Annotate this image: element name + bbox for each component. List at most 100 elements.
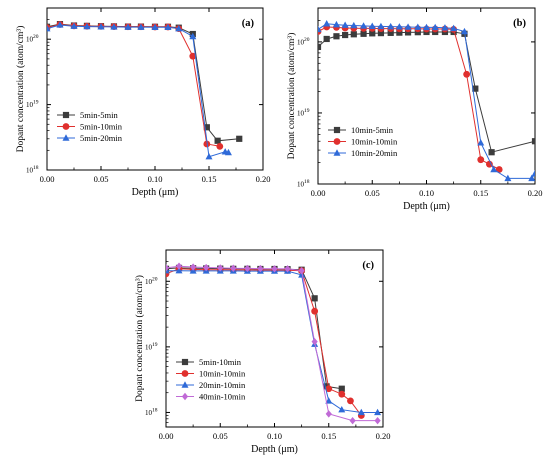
y-tick-label: 10 <box>26 36 34 44</box>
legend-marker <box>181 370 189 377</box>
y-tick-exponent: 19 <box>152 342 158 348</box>
y-tick-exponent: 20 <box>304 37 310 43</box>
data-point <box>244 264 251 273</box>
x-tick-label: 0.00 <box>40 174 55 184</box>
data-point <box>495 166 503 173</box>
legend-marker <box>181 381 189 388</box>
data-point <box>460 27 468 35</box>
legend-label: 5min-10min <box>199 357 242 367</box>
data-point <box>395 23 403 30</box>
legend-marker <box>333 149 341 156</box>
y-tick-exponent: 18 <box>152 407 158 413</box>
x-axis-label: Depth (μm) <box>403 201 450 212</box>
data-point <box>387 29 394 36</box>
legend-label: 5min-20min <box>80 133 123 143</box>
data-point <box>342 31 349 39</box>
data-point <box>338 385 345 392</box>
data-point <box>257 264 264 273</box>
panel-label: (c) <box>362 260 374 271</box>
data-point <box>377 29 385 37</box>
series-line <box>166 267 342 390</box>
data-point <box>360 22 368 29</box>
data-point <box>124 23 132 30</box>
legend-marker <box>181 358 189 366</box>
data-point <box>396 29 403 36</box>
x-tick-label: 0.15 <box>321 431 336 441</box>
data-point <box>347 397 354 405</box>
data-point <box>318 25 322 33</box>
y-tick-label: 10 <box>145 409 153 417</box>
legend-label: 10min-5min <box>351 125 394 135</box>
data-point <box>450 24 458 32</box>
data-point <box>477 156 485 164</box>
legend-marker <box>62 134 70 141</box>
data-point <box>47 24 51 32</box>
panel-label: (b) <box>513 18 526 29</box>
data-point <box>374 416 381 425</box>
y-tick-label: 10 <box>26 101 34 109</box>
series-group <box>166 262 382 425</box>
x-tick-label: 0.05 <box>213 431 228 441</box>
data-point <box>350 21 358 29</box>
data-point <box>323 35 330 43</box>
data-point <box>325 385 333 393</box>
y-tick-exponent: 18 <box>304 179 310 185</box>
x-tick-label: 0.00 <box>159 431 174 441</box>
data-point <box>284 265 291 273</box>
data-point <box>325 397 333 404</box>
legend-marker <box>333 126 341 134</box>
y-axis-label: Dopant concentration (atom/cm³) <box>15 26 26 153</box>
x-axis-label: Depth (μm) <box>132 187 179 198</box>
data-point <box>311 295 318 302</box>
data-point <box>472 85 479 92</box>
data-point <box>216 142 224 150</box>
data-point <box>190 263 197 271</box>
data-point <box>368 22 376 29</box>
data-point <box>318 43 322 51</box>
data-point <box>110 23 118 30</box>
series-group <box>318 20 535 182</box>
data-point <box>528 174 535 182</box>
data-point <box>490 165 498 173</box>
x-tick-label: 0.20 <box>376 431 391 441</box>
legend-label: 5min-5min <box>80 110 119 120</box>
x-tick-label: 0.00 <box>311 188 326 198</box>
y-axis-label: Dopant concentration (atom/cm³) <box>286 33 297 160</box>
data-point <box>423 23 430 31</box>
legend-marker <box>62 123 70 130</box>
data-point <box>271 265 278 273</box>
data-point <box>387 22 395 30</box>
y-tick-exponent: 18 <box>33 165 39 171</box>
data-point <box>203 263 210 272</box>
x-tick-label: 0.10 <box>419 188 434 198</box>
data-point <box>341 21 349 28</box>
y-tick-exponent: 19 <box>304 108 310 114</box>
data-point <box>377 22 385 30</box>
data-point <box>175 24 183 32</box>
y-tick-label: 10 <box>297 181 305 189</box>
data-point <box>189 32 197 40</box>
data-point <box>486 160 493 168</box>
data-point <box>214 137 221 144</box>
data-point <box>357 408 365 416</box>
data-point <box>369 30 376 37</box>
data-point <box>463 70 471 78</box>
series-line <box>318 26 500 170</box>
y-tick-exponent: 20 <box>33 34 39 40</box>
data-point <box>298 267 305 275</box>
data-point <box>431 23 439 31</box>
x-tick-label: 0.10 <box>267 431 282 441</box>
data-point <box>224 148 232 156</box>
data-point <box>175 267 183 274</box>
data-point <box>488 149 495 156</box>
data-point <box>189 52 197 60</box>
data-point <box>360 30 367 37</box>
data-point <box>203 124 210 131</box>
data-point <box>217 264 224 272</box>
